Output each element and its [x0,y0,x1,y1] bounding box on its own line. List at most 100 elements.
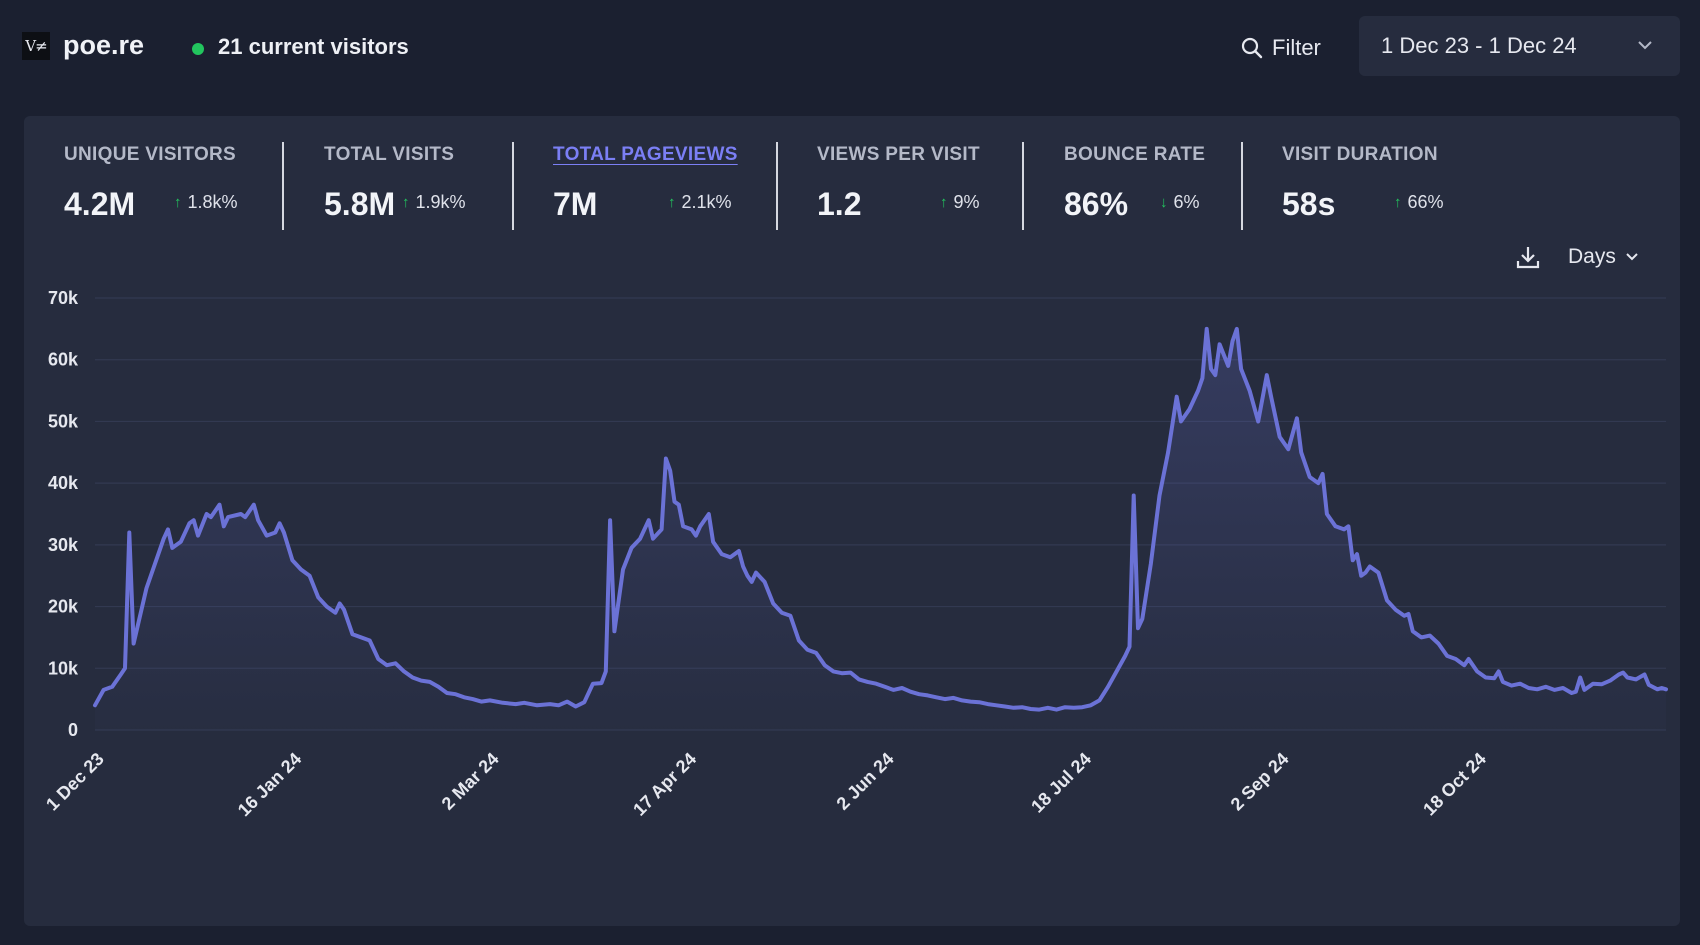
data-point[interactable] [1639,669,1651,681]
data-point[interactable] [1124,641,1136,653]
data-point[interactable] [1214,338,1226,350]
data-point[interactable] [1342,520,1354,532]
data-point[interactable] [497,697,509,709]
data-point[interactable] [1372,567,1384,579]
data-point[interactable] [1244,385,1256,397]
data-point[interactable] [810,647,822,659]
data-point[interactable] [596,677,608,689]
data-point[interactable] [123,527,135,539]
data-point[interactable] [1154,490,1166,502]
data-point[interactable] [617,564,629,576]
filter-button[interactable]: Filter [1240,30,1321,66]
data-point[interactable] [304,570,316,582]
data-point[interactable] [1192,385,1204,397]
data-point[interactable] [1274,431,1286,443]
data-point[interactable] [784,610,796,622]
data-point[interactable] [643,514,655,526]
data-point[interactable] [634,533,646,545]
data-point[interactable] [707,536,719,548]
data-point[interactable] [1162,446,1174,458]
series-line-pageviews[interactable] [93,326,1668,712]
data-point[interactable] [188,514,200,526]
data-point[interactable] [1201,323,1213,335]
interval-picker[interactable]: Days [1568,245,1640,269]
data-point[interactable] [1252,415,1264,427]
current-visitors-link[interactable]: 21 current visitors [218,34,409,59]
data-point[interactable] [531,699,543,711]
data-point[interactable] [1171,391,1183,403]
stat-total-visits[interactable]: TOTAL VISITS 5.8M ↑ 1.9k% [324,116,524,236]
data-point[interactable] [1261,369,1273,381]
data-point[interactable] [656,523,668,535]
data-point[interactable] [1660,683,1672,695]
data-point[interactable] [1291,412,1303,424]
stat-views-per-visit[interactable]: VIEWS PER VISIT 1.2 ↑ 9% [817,116,1017,236]
data-point[interactable] [1175,415,1187,427]
data-point[interactable] [1227,335,1239,347]
data-point[interactable] [141,582,153,594]
download-button[interactable] [1512,241,1544,273]
data-point[interactable] [248,499,260,511]
data-point[interactable] [1102,681,1114,693]
data-point[interactable] [1403,608,1415,620]
data-point[interactable] [793,635,805,647]
data-point[interactable] [132,619,144,631]
date-range-picker[interactable]: 1 Dec 23 - 1 Dec 24 [1359,16,1680,76]
data-point[interactable] [239,511,251,523]
data-point[interactable] [1222,360,1234,372]
data-point[interactable] [750,567,762,579]
data-point[interactable] [338,604,350,616]
data-point[interactable] [1136,613,1148,625]
data-point[interactable] [1317,468,1329,480]
data-point[interactable] [759,576,771,588]
stat-unique-visitors[interactable]: UNIQUE VISITORS 4.2M ↑ 1.8k% [64,116,274,236]
data-point[interactable] [1351,548,1363,560]
data-point[interactable] [1196,372,1208,384]
data-point[interactable] [1231,323,1243,335]
data-point[interactable] [1295,446,1307,458]
data-point[interactable] [364,635,376,647]
data-point[interactable] [1433,638,1445,650]
data-point[interactable] [673,499,685,511]
stat-total-pageviews[interactable]: TOTAL PAGEVIEWS 7M ↑ 2.1k% [553,116,773,236]
data-point[interactable] [312,591,324,603]
data-point[interactable] [1321,508,1333,520]
data-point[interactable] [660,453,672,465]
data-point[interactable] [214,499,226,511]
data-point[interactable] [626,542,638,554]
data-point[interactable] [1574,672,1586,684]
data-point[interactable] [1093,694,1105,706]
stat-visit-duration[interactable]: VISIT DURATION 58s ↑ 66% [1282,116,1482,236]
stat-bounce-rate[interactable]: BOUNCE RATE 86% ↓ 6% [1064,116,1254,236]
data-point[interactable] [1111,665,1123,677]
data-point[interactable] [600,665,612,677]
data-point[interactable] [664,465,676,477]
data-point[interactable] [1209,369,1221,381]
data-point[interactable] [162,523,174,535]
data-point[interactable] [106,681,118,693]
data-point[interactable] [1493,665,1505,677]
data-point[interactable] [694,520,706,532]
data-point[interactable] [578,696,590,708]
data-point[interactable] [192,530,204,542]
data-point[interactable] [278,527,290,539]
data-point[interactable] [1463,653,1475,665]
data-point[interactable] [222,511,234,523]
data-point[interactable] [484,694,496,706]
data-point[interactable] [1381,594,1393,606]
data-point[interactable] [128,638,140,650]
data-point[interactable] [1128,490,1140,502]
data-point[interactable] [703,508,715,520]
data-point[interactable] [1145,557,1157,569]
data-point[interactable] [518,697,530,709]
data-point[interactable] [1184,403,1196,415]
data-point[interactable] [119,662,131,674]
data-point[interactable] [252,514,264,526]
data-point[interactable] [733,545,745,557]
data-point[interactable] [205,511,217,523]
data-point[interactable] [1265,391,1277,403]
data-point[interactable] [604,514,616,526]
data-point[interactable] [175,536,187,548]
data-point[interactable] [1235,363,1247,375]
site-logo[interactable]: V≠ [22,32,50,60]
